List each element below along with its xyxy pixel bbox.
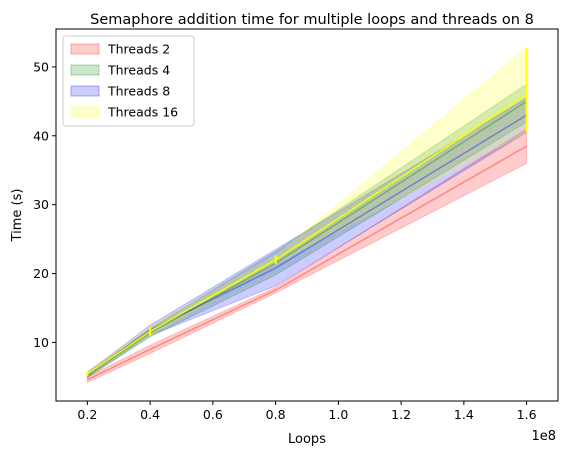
y-tick-label: 10 xyxy=(33,335,49,350)
y-tick-label: 20 xyxy=(33,266,49,281)
y-tick-label: 50 xyxy=(33,59,49,74)
x-tick-label: 0.2 xyxy=(77,407,97,422)
legend-frame xyxy=(62,35,195,127)
y-axis: 10 20 30 40 50 xyxy=(33,59,56,350)
chart-title: Semaphore addition time for multiple loo… xyxy=(90,12,534,28)
x-tick-label: 0.8 xyxy=(266,407,286,422)
series-lines xyxy=(86,47,528,381)
legend-swatch-threads-8 xyxy=(70,85,100,97)
line-threads-16 xyxy=(86,93,528,375)
x-tick-label: 1.4 xyxy=(454,407,474,422)
x-tick-label: 1.2 xyxy=(391,407,411,422)
x-tick-label: 1.6 xyxy=(517,407,537,422)
legend-label-threads-16: Threads 16 xyxy=(107,105,178,120)
legend-label-threads-4: Threads 4 xyxy=(107,63,170,78)
line-threads-2 xyxy=(87,145,527,381)
legend-label-threads-8: Threads 8 xyxy=(107,84,170,99)
x-axis-offset-label: 1e8 xyxy=(531,429,556,444)
x-tick-label: 0.6 xyxy=(203,407,223,422)
x-tick-label: 1.0 xyxy=(328,407,348,422)
x-axis-label: Loops xyxy=(288,432,326,447)
x-axis: 0.2 0.4 0.6 0.8 1.0 1.2 1.4 1.6 xyxy=(77,401,537,422)
x-tick-label: 0.4 xyxy=(140,407,160,422)
legend-swatch-threads-2 xyxy=(70,43,100,55)
legend-swatch-threads-16 xyxy=(70,106,100,118)
legend-label-threads-2: Threads 2 xyxy=(107,42,170,57)
line-threads-4 xyxy=(86,100,528,377)
band-threads-2 xyxy=(86,127,528,384)
y-tick-label: 40 xyxy=(33,128,49,143)
y-axis-label: Time (s) xyxy=(10,189,25,243)
legend: Threads 2 Threads 4 Threads 8 Threads 16 xyxy=(62,35,195,127)
legend-swatch-threads-4 xyxy=(70,64,100,76)
y-tick-label: 30 xyxy=(33,197,49,212)
plot-frame xyxy=(55,28,559,402)
